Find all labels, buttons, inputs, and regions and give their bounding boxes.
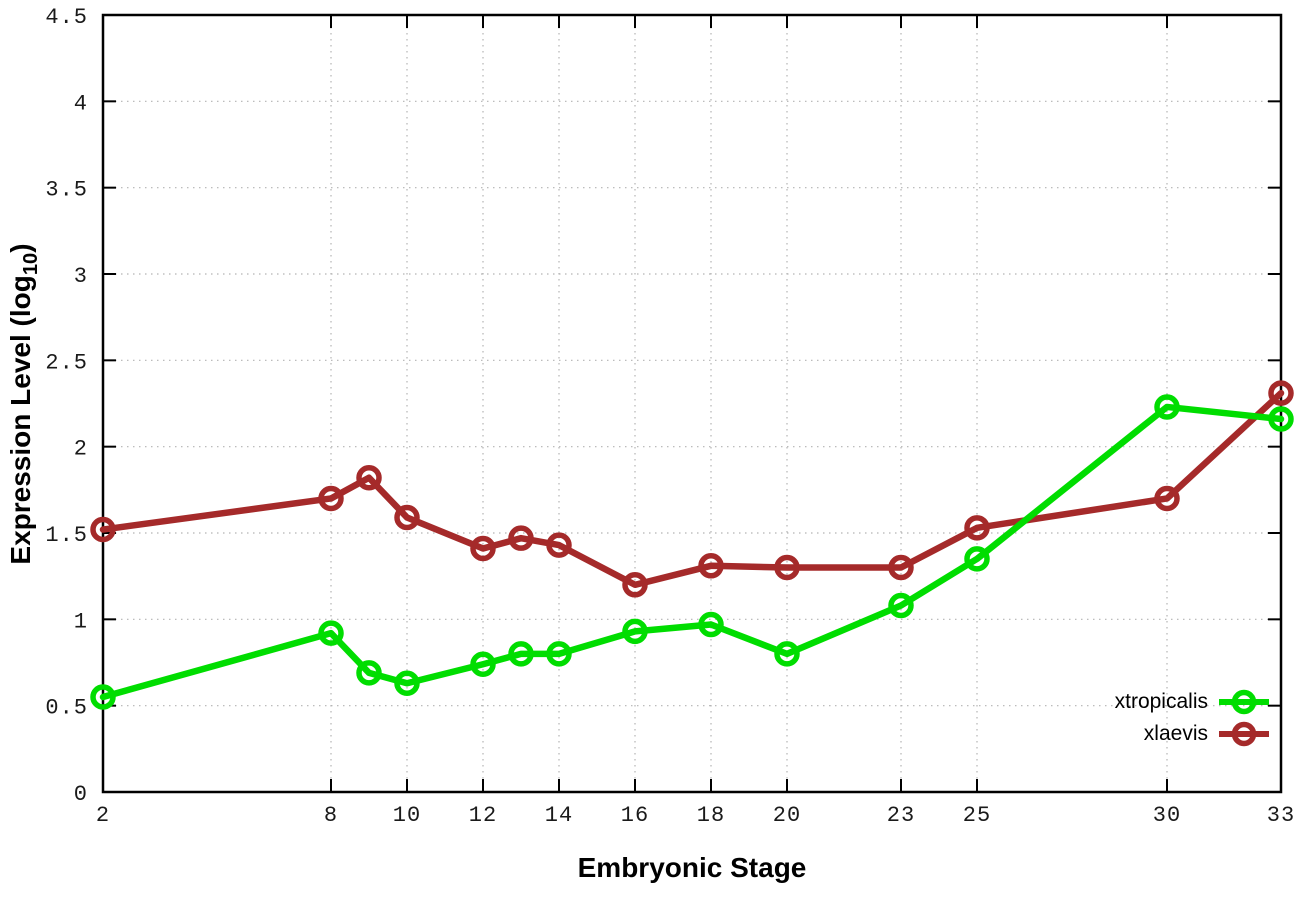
y-tick-label: 4.5 — [45, 5, 88, 30]
data-point-xlaevis — [90, 516, 116, 543]
plot-border — [101, 13, 1283, 794]
data-point-xlaevis — [964, 515, 990, 541]
y-tick-label: 1 — [74, 609, 88, 634]
data-point-xlaevis — [508, 525, 534, 551]
data-point-xtropicalis — [698, 611, 724, 638]
x-tick-label: 14 — [545, 803, 573, 828]
data-point-xtropicalis — [356, 660, 382, 686]
open-circle-marker-icon — [1219, 689, 1269, 714]
data-point-xlaevis — [1154, 485, 1180, 512]
data-point-xtropicalis — [1268, 406, 1294, 432]
legend: xtropicalis xlaevis — [1115, 687, 1270, 748]
y-axis-title: Expression Level (log10) — [5, 243, 43, 564]
legend-label: xtropicalis — [1114, 689, 1208, 713]
data-point-xtropicalis — [546, 641, 572, 667]
x-tick-label: 25 — [963, 803, 991, 828]
data-point-xtropicalis — [470, 651, 496, 677]
y-tick-label: 1.5 — [45, 523, 88, 548]
data-point-xtropicalis — [508, 641, 534, 667]
x-tick-label: 12 — [469, 803, 497, 828]
data-point-xlaevis — [394, 504, 420, 531]
x-tick-label: 23 — [887, 803, 915, 828]
x-tick-label: 18 — [697, 803, 725, 828]
data-point-xlaevis — [546, 532, 572, 558]
x-tick-label: 8 — [324, 803, 338, 828]
x-tick-label: 10 — [393, 803, 421, 828]
y-tick-label: 3 — [74, 264, 88, 289]
y-tick-label: 4 — [74, 91, 88, 116]
legend-label: xlaevis — [1143, 721, 1208, 745]
y-axis-title-subscript: 10 — [19, 252, 42, 276]
data-point-xlaevis — [356, 464, 382, 491]
data-point-xtropicalis — [964, 546, 990, 572]
y-tick-label: 0.5 — [45, 696, 88, 721]
legend-item-xtropicalis: xtropicalis — [1115, 687, 1270, 716]
data-point-xlaevis — [318, 485, 344, 512]
series-line-xlaevis — [99, 389, 1285, 589]
data-point-xlaevis — [774, 554, 800, 581]
data-point-xtropicalis — [622, 618, 648, 645]
y-tick-label: 0 — [74, 782, 88, 807]
data-point-xlaevis — [470, 535, 496, 562]
y-tick-label: 3.5 — [45, 178, 88, 203]
x-axis-title: Embryonic Stage — [577, 852, 807, 883]
legend-item-xlaevis: xlaevis — [1115, 719, 1270, 748]
y-axis-title-close: ) — [5, 243, 37, 253]
data-point-xtropicalis — [394, 670, 420, 696]
y-tick-label: 2.5 — [45, 350, 88, 375]
y-axis-title-text: Expression Level (log — [5, 275, 37, 565]
data-point-xtropicalis — [774, 641, 800, 667]
data-point-xlaevis — [888, 554, 914, 581]
x-tick-label: 30 — [1153, 803, 1181, 828]
data-point-xtropicalis — [1154, 394, 1180, 420]
data-point-xtropicalis — [318, 620, 344, 646]
y-tick-label: 2 — [74, 437, 88, 462]
open-circle-marker-icon — [1219, 721, 1269, 746]
data-point-xlaevis — [698, 553, 724, 579]
data-point-xlaevis — [1268, 380, 1294, 406]
x-tick-label: 20 — [773, 803, 801, 828]
data-point-xtropicalis — [888, 592, 914, 619]
data-point-xlaevis — [622, 572, 648, 598]
x-tick-label: 33 — [1267, 803, 1295, 828]
x-tick-label: 16 — [621, 803, 649, 828]
x-tick-label: 2 — [96, 803, 110, 828]
series-line-xtropicalis — [99, 403, 1285, 701]
data-point-xtropicalis — [90, 684, 116, 710]
